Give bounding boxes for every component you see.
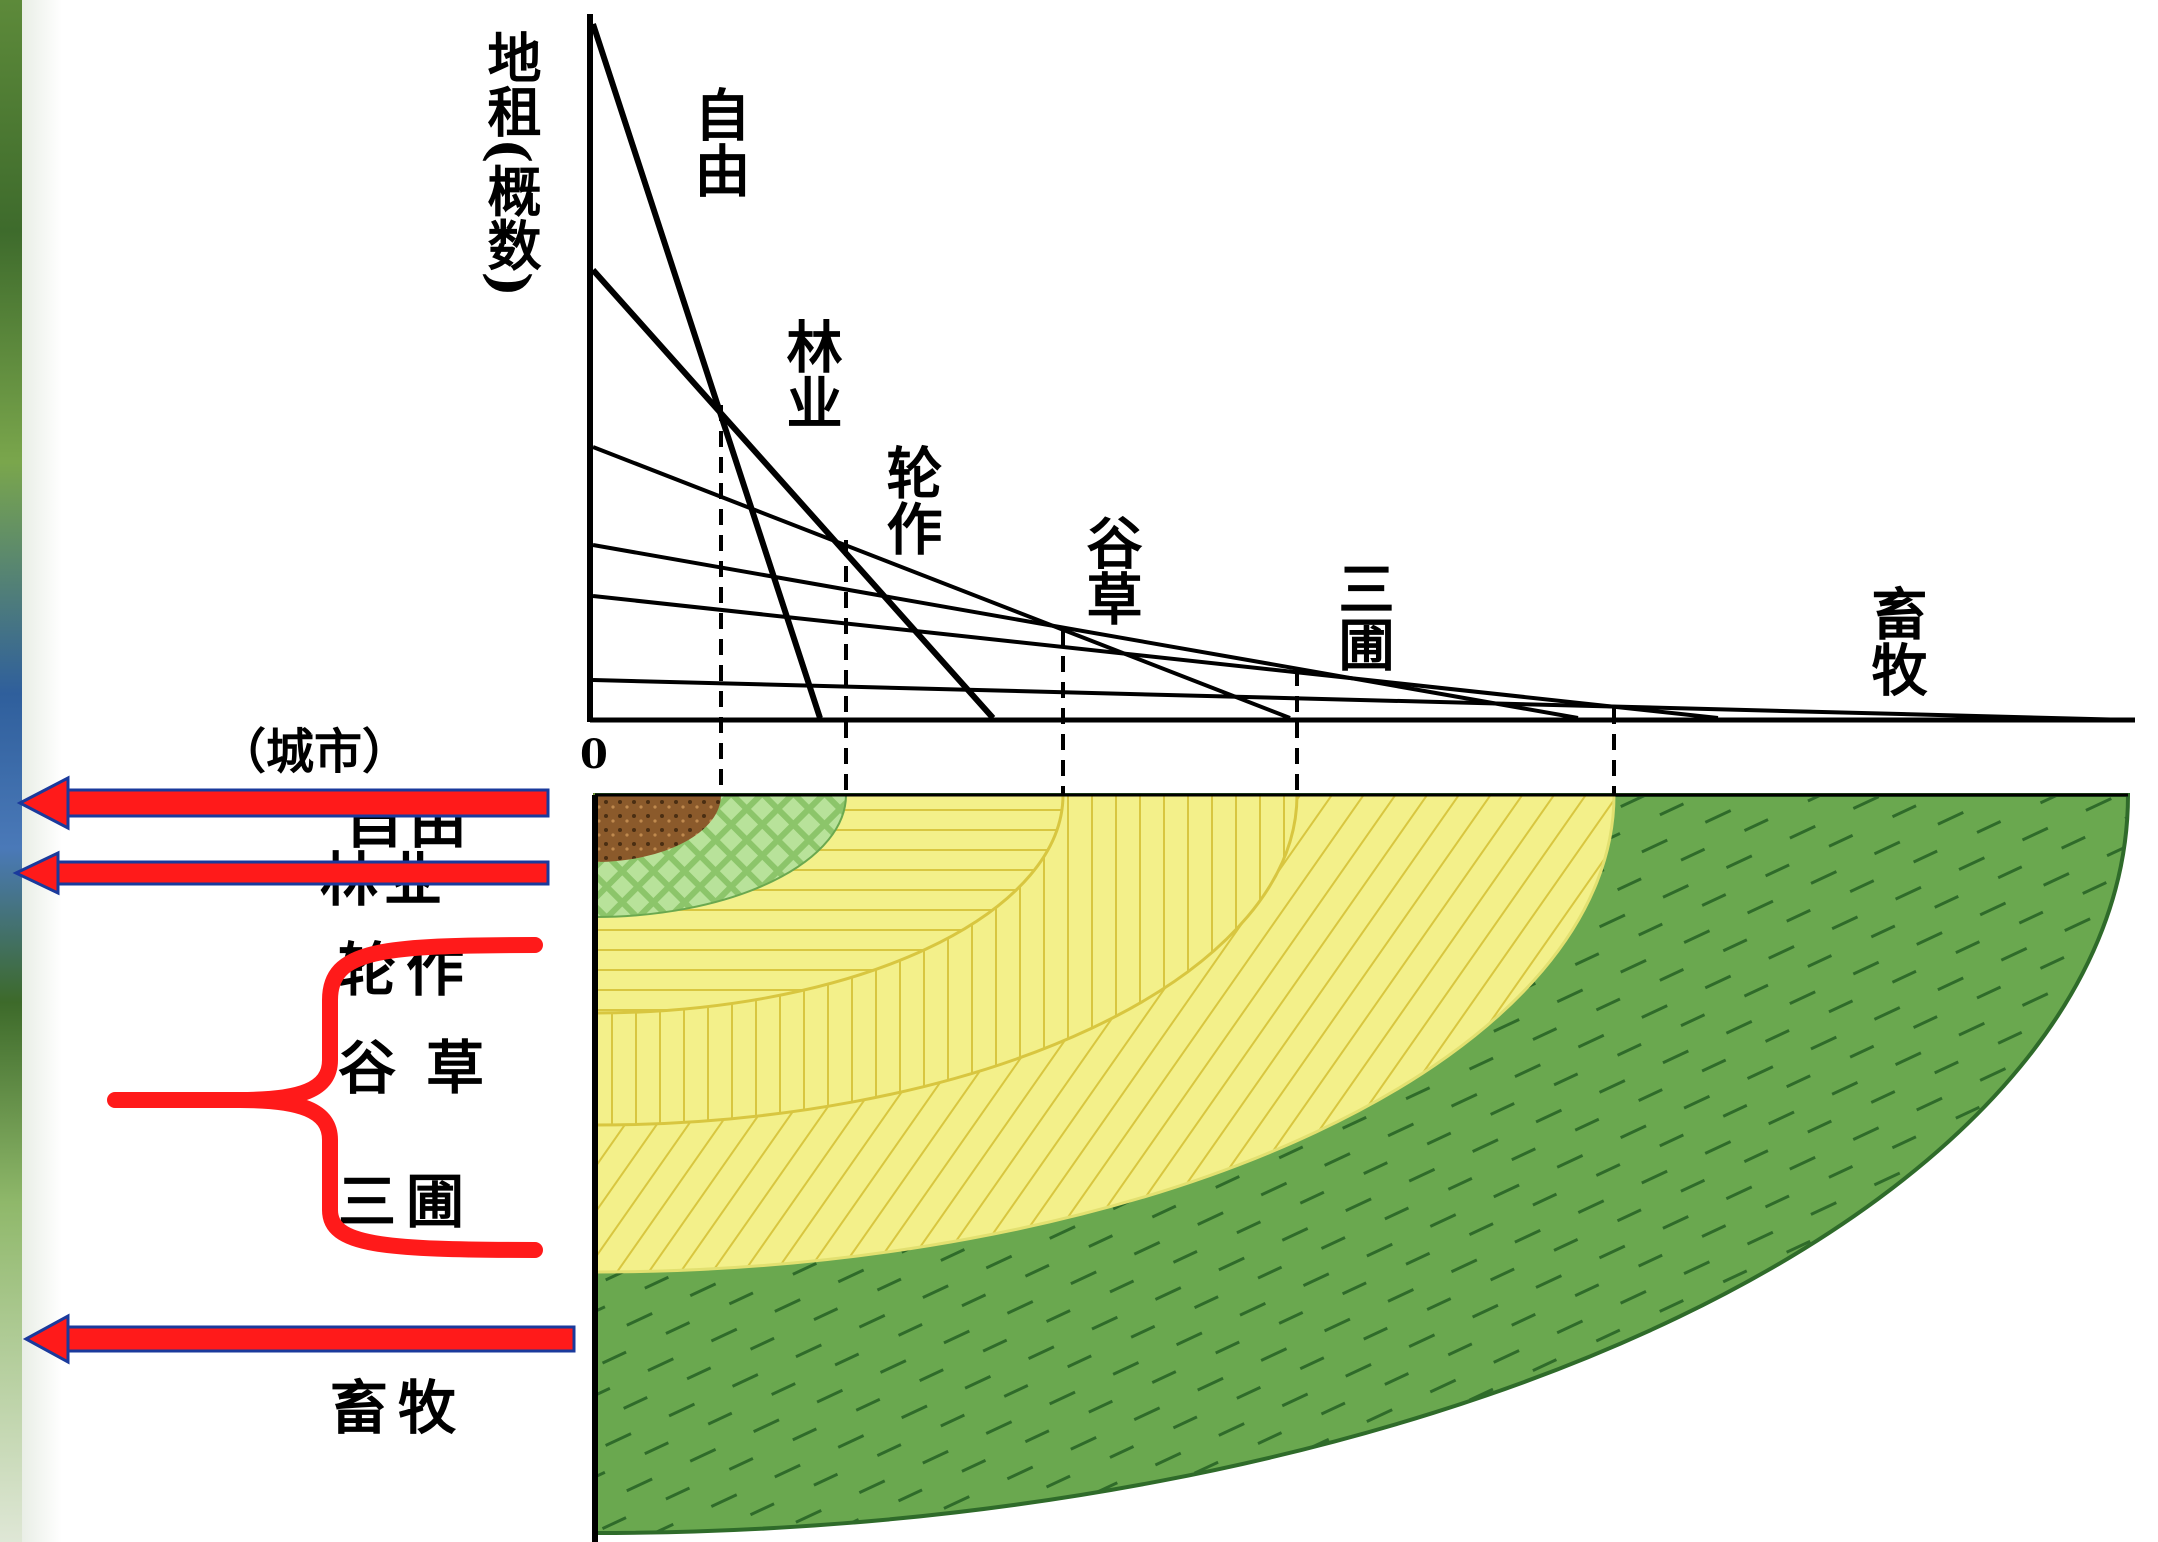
brace-crop-zones	[107, 937, 543, 1258]
zone-label-sanpu: 三圃	[338, 1168, 474, 1236]
background-photo-strip	[0, 0, 22, 1542]
arrow-xumu	[22, 1313, 576, 1365]
zone-label-xumu: 畜牧	[330, 1374, 466, 1442]
rent-line-linye	[590, 268, 996, 720]
curve-label-lunzuo: 轮作	[877, 444, 943, 556]
background-photo-fade	[22, 0, 62, 1542]
annotation-arrows	[12, 775, 576, 1365]
zone-label-gucao: 谷草	[338, 1034, 514, 1102]
zone-rings	[593, 793, 2131, 1536]
rent-line-xumu	[592, 678, 2131, 722]
curve-label-sanpu: 三圃	[1329, 560, 1395, 672]
rent-line-lunzuo	[592, 445, 1291, 720]
arrow-ziyou	[16, 775, 550, 831]
curve-label-linye: 林业	[777, 318, 843, 430]
origin-label: 0	[580, 731, 608, 778]
zone-ziyou	[595, 795, 721, 862]
rent-line-sanpu	[592, 594, 1719, 720]
rent-line-ziyou	[590, 23, 823, 719]
curve-label-ziyou: 自由	[685, 86, 751, 198]
curve-label-gucao: 谷草	[1077, 514, 1143, 626]
boundary-dashes	[719, 405, 1616, 795]
city-label: （城市）	[218, 724, 410, 780]
y-axis-label: 地租(概数)	[478, 30, 542, 298]
arrow-linye	[12, 850, 550, 896]
rent-chart: 地租(概数) 0 （城市） 自由 林业 轮作 谷草 三圃 畜牧	[218, 14, 2135, 795]
rent-line-gucao	[592, 543, 1579, 720]
curve-label-xumu: 畜牧	[1862, 585, 1928, 697]
